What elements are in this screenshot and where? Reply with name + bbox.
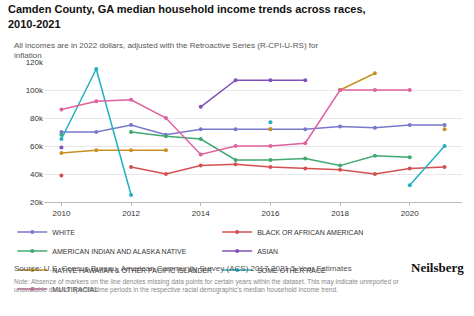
svg-text:120k: 120k bbox=[26, 58, 44, 67]
svg-text:Camden County, GA median house: Camden County, GA median household incom… bbox=[8, 3, 366, 29]
svg-text:NATIVE HAWAIIAN & OTHER PACIFI: NATIVE HAWAIIAN & OTHER PACIFIC ISLANDER bbox=[52, 267, 212, 274]
svg-text:WHITE: WHITE bbox=[52, 229, 75, 236]
svg-text:2020: 2020 bbox=[401, 209, 419, 218]
svg-text:All incomes are in 2022 dollar: All incomes are in 2022 dollars, adjuste… bbox=[14, 41, 318, 60]
svg-text:BLACK OR AFRICAN AMERICAN: BLACK OR AFRICAN AMERICAN bbox=[257, 229, 363, 236]
svg-text:MULTIRACIAL: MULTIRACIAL bbox=[52, 286, 98, 293]
svg-text:ASIAN: ASIAN bbox=[257, 248, 278, 255]
svg-text:40k: 40k bbox=[30, 170, 44, 179]
svg-text:100k: 100k bbox=[26, 86, 44, 95]
svg-text:2014: 2014 bbox=[192, 209, 210, 218]
svg-text:60k: 60k bbox=[30, 142, 44, 151]
svg-text:Neilsberg: Neilsberg bbox=[411, 260, 464, 275]
svg-text:2018: 2018 bbox=[331, 209, 349, 218]
svg-text:20k: 20k bbox=[30, 198, 44, 207]
svg-text:AMERICAN INDIAN AND ALASKA NAT: AMERICAN INDIAN AND ALASKA NATIVE bbox=[52, 248, 186, 255]
svg-text:2016: 2016 bbox=[262, 209, 280, 218]
svg-text:Source: U.S. Census Bureau, Am: Source: U.S. Census Bureau, American Com… bbox=[14, 264, 352, 273]
svg-text:80k: 80k bbox=[30, 114, 44, 123]
svg-text:2010: 2010 bbox=[53, 209, 71, 218]
svg-text:Note: Absence of markers on th: Note: Absence of markers on the line den… bbox=[14, 278, 400, 294]
svg-text:2012: 2012 bbox=[122, 209, 140, 218]
svg-text:SOME OTHER RACE: SOME OTHER RACE bbox=[257, 267, 326, 274]
